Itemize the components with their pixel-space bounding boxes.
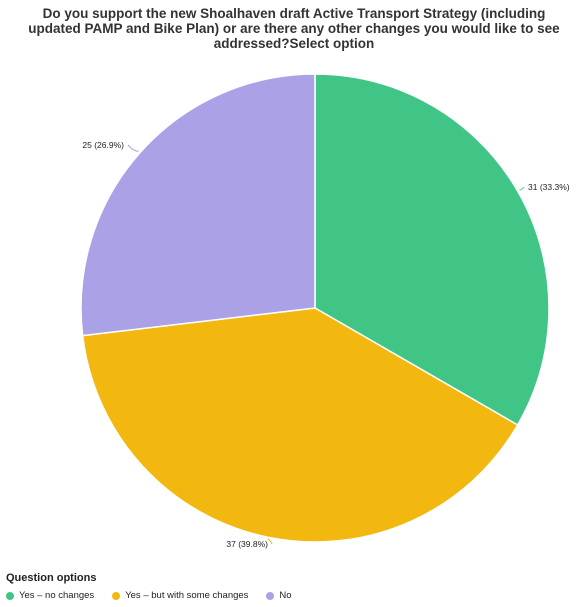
pie-slice-1	[314, 73, 550, 427]
slice-label-3: 25 (26.9%)	[82, 140, 124, 150]
legend-dot-icon	[266, 591, 275, 600]
legend-item-label: No	[279, 590, 292, 601]
legend-title: Question options	[6, 572, 97, 584]
leader-line-1	[519, 186, 525, 191]
legend-item-3[interactable]: No	[266, 590, 292, 601]
chart-title-line-3: addressed?Select option	[213, 36, 375, 51]
leader-line-2	[267, 538, 273, 545]
legend-item-label: Yes – but with some changes	[125, 590, 249, 601]
legend-items: Yes – no changes Yes – but with some chan…	[6, 590, 310, 601]
slice-label-1: 31 (33.3%)	[528, 182, 570, 192]
legend-item-1[interactable]: Yes – no changes	[6, 590, 94, 601]
legend-item-2[interactable]: Yes – but with some changes	[112, 590, 248, 601]
pie-slice-3	[80, 73, 316, 337]
pie-slice-2	[81, 307, 519, 543]
legend-dot-icon	[112, 591, 121, 600]
chart-title: Do you support the new Shoalhaven draft …	[0, 6, 588, 51]
chart-title-line-2: updated PAMP and Bike Plan) or are there…	[28, 21, 560, 36]
slice-label-2: 37 (39.8%)	[226, 539, 268, 549]
legend-item-label: Yes – no changes	[19, 590, 95, 601]
legend-dot-icon	[6, 591, 14, 600]
legend: Question options Yes – no changes Yes – b…	[6, 572, 310, 601]
chart-title-line-1: Do you support the new Shoalhaven draft …	[42, 6, 546, 21]
leader-line-3	[127, 144, 139, 152]
